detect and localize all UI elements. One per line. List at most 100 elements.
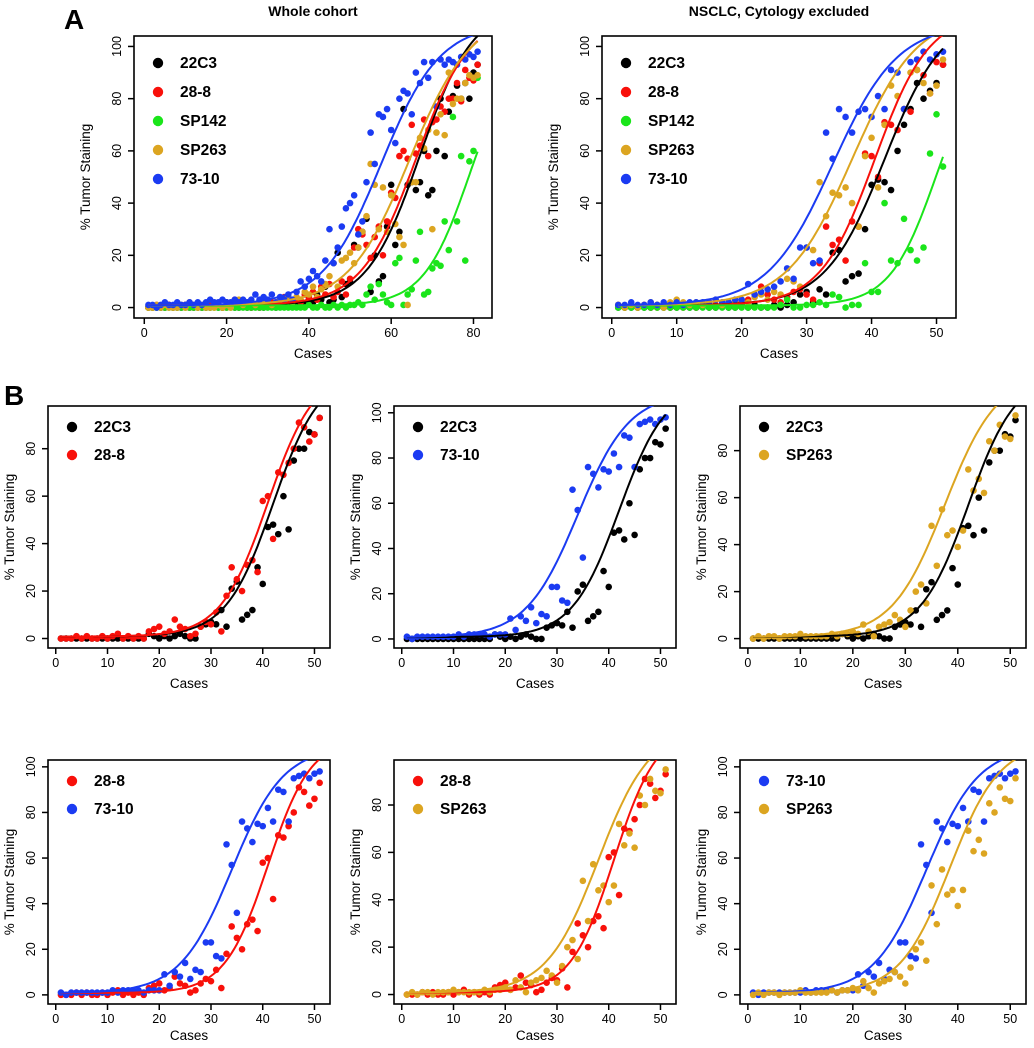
legend-label-SP263: SP263 bbox=[786, 801, 833, 818]
fit-curve-73-10 bbox=[148, 36, 474, 307]
y-axis-title: % Tumor Staining bbox=[694, 829, 709, 936]
y-tick-label: 100 bbox=[110, 36, 124, 57]
legend-label-73-10: 73-10 bbox=[440, 447, 480, 464]
y-tick-label: 20 bbox=[578, 248, 592, 262]
x-tick-label: 30 bbox=[898, 1012, 912, 1026]
legend-dot-SP142 bbox=[152, 115, 164, 127]
plot-b2-22c3-vs-73-10: 0 10 20 30 40 50 0 20 40 60 80 100 Cases % Tumor Stai… bbox=[348, 402, 677, 691]
chart-22c3-vs-28-8: 0 10 20 30 40 50 0 20 40 60 80 Cases % Tumor Stainin… bbox=[2, 380, 344, 710]
x-tick-label: 50 bbox=[930, 326, 944, 340]
y-tick-label: 0 bbox=[370, 991, 384, 998]
plot-frame bbox=[47, 405, 331, 649]
y-tick-label: 60 bbox=[578, 144, 592, 158]
series-points-SP263 bbox=[749, 412, 1019, 642]
x-tick-label: 10 bbox=[101, 656, 115, 670]
chart-title: Whole cohort bbox=[268, 3, 358, 19]
x-tick-label: 0 bbox=[398, 656, 405, 670]
y-tick-label: 0 bbox=[716, 635, 730, 642]
fit-curve-22C3 bbox=[60, 406, 319, 638]
x-tick-label: 20 bbox=[498, 656, 512, 670]
plot-frame bbox=[47, 759, 331, 1005]
fit-curve-SP142 bbox=[618, 156, 944, 307]
y-tick-label: 60 bbox=[370, 496, 384, 510]
x-tick-label: 10 bbox=[793, 656, 807, 670]
x-axis: 0 10 20 30 40 50 bbox=[744, 648, 1017, 670]
legend-label-SP142: SP142 bbox=[648, 113, 695, 130]
y-tick-label: 40 bbox=[24, 537, 38, 551]
x-tick-label: 20 bbox=[152, 1012, 166, 1026]
x-axis-title: Cases bbox=[516, 1028, 555, 1043]
x-tick-label: 10 bbox=[447, 1012, 461, 1026]
x-tick-label: 10 bbox=[447, 656, 461, 670]
x-axis-title: Cases bbox=[760, 346, 799, 361]
x-tick-label: 40 bbox=[865, 326, 879, 340]
y-axis: 0 20 40 60 80 100 bbox=[716, 756, 740, 998]
y-axis: 0 20 40 60 80 bbox=[370, 798, 394, 998]
y-axis: 0 20 40 60 80 100 bbox=[578, 36, 602, 311]
y-tick-label: 20 bbox=[110, 248, 124, 262]
plot-frame bbox=[393, 405, 677, 649]
legend: 22C3 73-10 bbox=[412, 419, 480, 464]
legend-dot-73-10 bbox=[758, 775, 770, 787]
legend-dot-22C3 bbox=[758, 421, 770, 433]
plot-frame bbox=[601, 35, 957, 319]
legend-label-73-10: 73-10 bbox=[786, 773, 826, 790]
y-tick-label: 60 bbox=[716, 851, 730, 865]
y-tick-label: 60 bbox=[24, 851, 38, 865]
legend-dot-SP263 bbox=[152, 144, 164, 156]
x-tick-label: 40 bbox=[951, 1012, 965, 1026]
y-axis-title: % Tumor Staining bbox=[2, 474, 17, 581]
chart-whole-cohort: Whole cohort 0 20 40 60 80 0 20 40 60 80 100 Cases % … bbox=[58, 0, 522, 378]
y-tick-label: 20 bbox=[716, 585, 730, 599]
legend-dot-22C3 bbox=[620, 57, 632, 69]
plot-frame bbox=[739, 405, 1027, 649]
y-axis: 0 20 40 60 80 bbox=[716, 444, 740, 642]
legend: 22C3 28-8 SP142 SP263 73-10 bbox=[152, 55, 227, 188]
x-tick-label: 10 bbox=[670, 326, 684, 340]
y-tick-label: 20 bbox=[24, 584, 38, 598]
x-tick-label: 30 bbox=[204, 1012, 218, 1026]
x-tick-label: 50 bbox=[1003, 656, 1017, 670]
chart-73-10-vs-sp263: 0 10 20 30 40 50 0 20 40 60 80 100 Cases % Tumor Stai… bbox=[692, 714, 1034, 1048]
y-tick-label: 80 bbox=[24, 442, 38, 456]
y-tick-label: 20 bbox=[24, 942, 38, 956]
legend-label-28-8: 28-8 bbox=[440, 773, 471, 790]
y-tick-label: 40 bbox=[110, 196, 124, 210]
y-axis-title: % Tumor Staining bbox=[2, 829, 17, 936]
x-tick-label: 40 bbox=[256, 656, 270, 670]
panel-a-label: A bbox=[64, 4, 85, 35]
x-axis: 0 10 20 30 40 50 bbox=[744, 1004, 1017, 1026]
x-tick-label: 10 bbox=[101, 1012, 115, 1026]
x-tick-label: 20 bbox=[735, 326, 749, 340]
fit-curve-SP263 bbox=[753, 406, 998, 638]
x-axis: 0 20 40 60 80 bbox=[141, 318, 480, 340]
x-tick-label: 50 bbox=[654, 656, 668, 670]
x-tick-label: 20 bbox=[498, 1012, 512, 1026]
legend-label-22C3: 22C3 bbox=[648, 55, 685, 72]
y-tick-label: 40 bbox=[716, 538, 730, 552]
chart-22c3-vs-73-10: 0 10 20 30 40 50 0 20 40 60 80 100 Cases % Tumor Stai… bbox=[348, 380, 690, 710]
x-tick-label: 0 bbox=[744, 1012, 751, 1026]
legend-label-SP263: SP263 bbox=[440, 801, 487, 818]
chart-22c3-vs-sp263: 0 10 20 30 40 50 0 20 40 60 80 Cases % Tumor Stainin… bbox=[692, 380, 1034, 710]
y-axis-title: % Tumor Staining bbox=[694, 474, 709, 581]
fit-curve-28-8 bbox=[60, 406, 312, 638]
legend-dot-22C3 bbox=[152, 57, 164, 69]
legend-label-SP263: SP263 bbox=[180, 142, 227, 159]
legend-dot-73-10 bbox=[152, 173, 164, 185]
y-tick-label: 40 bbox=[716, 897, 730, 911]
y-tick-label: 100 bbox=[24, 756, 38, 777]
legend-dot-28-8 bbox=[66, 449, 78, 461]
fit-curve-73-10 bbox=[753, 760, 1005, 994]
x-axis-title: Cases bbox=[864, 1028, 903, 1043]
legend-label-SP142: SP142 bbox=[180, 113, 227, 130]
x-tick-label: 0 bbox=[744, 656, 751, 670]
fit-curve-SP263 bbox=[753, 760, 1017, 994]
legend-dot-22C3 bbox=[66, 421, 78, 433]
y-tick-label: 0 bbox=[370, 635, 384, 642]
y-tick-label: 80 bbox=[716, 444, 730, 458]
y-tick-label: 80 bbox=[370, 798, 384, 812]
x-axis: 0 10 20 30 40 50 bbox=[52, 648, 321, 670]
legend-dot-SP263 bbox=[758, 449, 770, 461]
